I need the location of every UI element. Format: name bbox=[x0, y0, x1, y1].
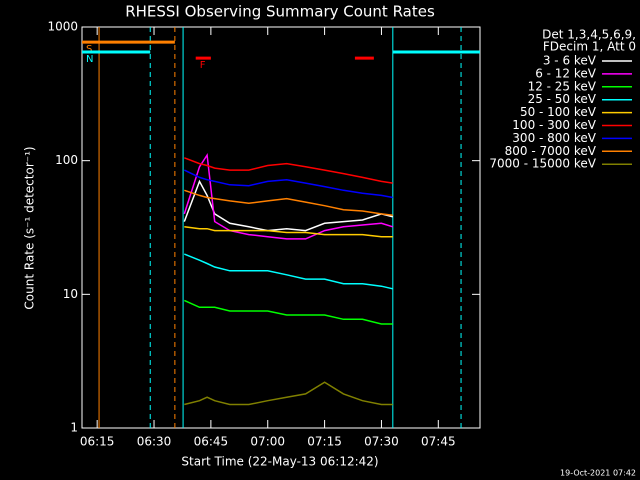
x-tick-label: 06:45 bbox=[194, 435, 229, 449]
series-line bbox=[183, 179, 393, 232]
x-axis-label: Start Time (22-May-13 06:12:42) bbox=[181, 455, 378, 469]
chart-title: RHESSI Observing Summary Count Rates bbox=[125, 3, 435, 21]
y-tick-label: 10 bbox=[63, 287, 78, 301]
plot-frame bbox=[81, 26, 481, 429]
x-tick-label: 07:00 bbox=[250, 435, 285, 449]
series-line bbox=[184, 381, 393, 406]
x-tick-label: 07:15 bbox=[307, 435, 342, 449]
series-line bbox=[184, 189, 393, 217]
flag-label: S bbox=[86, 44, 92, 55]
legend-label: 7000 - 15000 keV bbox=[489, 157, 596, 171]
legend-label: 3 - 6 keV bbox=[543, 54, 597, 68]
y-tick-label: 100 bbox=[55, 153, 78, 167]
legend-label: 50 - 100 keV bbox=[520, 105, 597, 119]
legend-label: 100 - 300 keV bbox=[512, 118, 596, 132]
x-tick-label: 07:45 bbox=[421, 435, 456, 449]
y-tick-label: 1000 bbox=[47, 20, 78, 34]
series-line bbox=[184, 157, 393, 184]
legend-title: FDecim 1, Att 0 bbox=[543, 40, 636, 54]
y-axis-label: Count Rate (s⁻¹ detector⁻¹) bbox=[23, 146, 37, 309]
legend-label: 6 - 12 keV bbox=[535, 66, 597, 80]
y-tick-label: 1 bbox=[70, 421, 78, 435]
flag-label: F bbox=[200, 60, 206, 71]
legend-label: 25 - 50 keV bbox=[528, 92, 597, 106]
x-tick-label: 07:30 bbox=[364, 435, 399, 449]
series-line bbox=[183, 169, 393, 199]
footer: 19-Oct-2021 07:42 bbox=[560, 469, 636, 478]
flag-label: N bbox=[86, 54, 93, 65]
legend-label: 300 - 800 keV bbox=[512, 131, 596, 145]
series-line bbox=[184, 226, 393, 238]
legend-label: 12 - 25 keV bbox=[528, 79, 597, 93]
legend-title: Det 1,3,4,5,6,9, bbox=[542, 28, 636, 42]
series-line bbox=[184, 253, 393, 290]
legend-label: 800 - 7000 keV bbox=[505, 144, 597, 158]
series-line bbox=[183, 299, 393, 325]
x-tick-label: 06:15 bbox=[80, 435, 115, 449]
x-tick-label: 06:30 bbox=[137, 435, 172, 449]
